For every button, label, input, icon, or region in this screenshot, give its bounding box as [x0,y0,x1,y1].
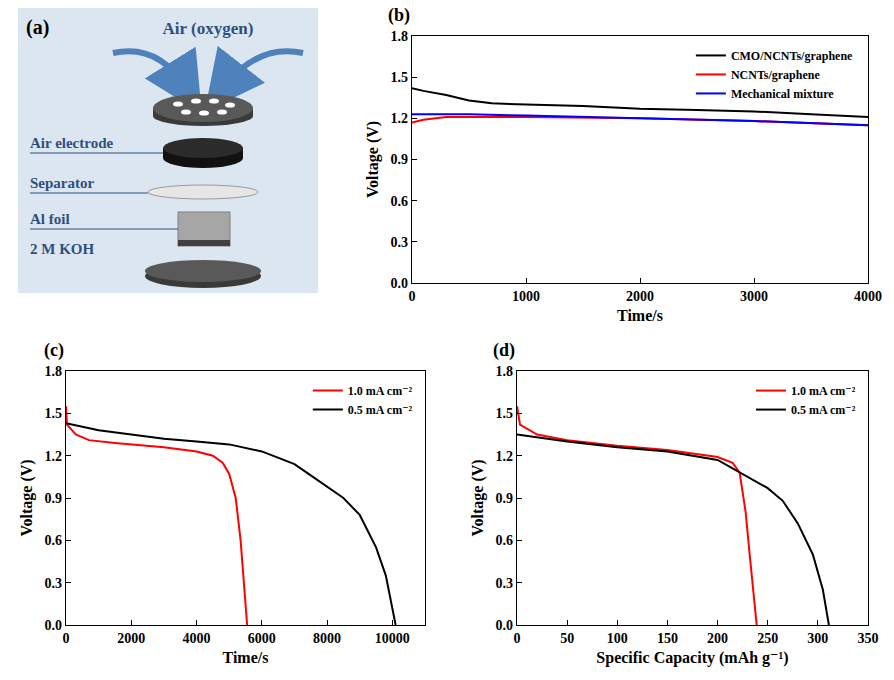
svg-text:(a): (a) [26,16,49,39]
svg-text:0.9: 0.9 [391,152,409,167]
svg-text:1.8: 1.8 [496,364,514,379]
svg-text:(c): (c) [44,340,64,361]
svg-text:4000: 4000 [854,289,882,304]
svg-text:0.3: 0.3 [496,576,514,591]
svg-text:1.2: 1.2 [496,449,514,464]
svg-text:0.6: 0.6 [496,533,514,548]
svg-text:0: 0 [514,631,521,646]
svg-text:100: 100 [607,631,628,646]
svg-text:Time/s: Time/s [223,649,269,666]
svg-text:250: 250 [757,631,778,646]
svg-text:0: 0 [409,289,416,304]
svg-text:200: 200 [707,631,728,646]
svg-text:2000: 2000 [626,289,654,304]
svg-text:1.0 mA cm⁻²: 1.0 mA cm⁻² [791,384,856,398]
svg-text:0.9: 0.9 [496,491,514,506]
svg-text:0: 0 [63,631,70,646]
svg-text:(b): (b) [388,5,410,26]
svg-text:150: 150 [657,631,678,646]
svg-text:4000: 4000 [183,631,211,646]
svg-text:10000: 10000 [375,631,410,646]
svg-text:CMO/NCNTs/graphene: CMO/NCNTs/graphene [731,49,853,63]
svg-text:300: 300 [807,631,828,646]
svg-text:350: 350 [858,631,879,646]
svg-text:0.6: 0.6 [391,194,409,209]
svg-text:0.0: 0.0 [391,276,409,291]
svg-text:1.0 mA cm⁻²: 1.0 mA cm⁻² [348,384,413,398]
svg-text:Voltage (V): Voltage (V) [18,459,36,536]
svg-text:1000: 1000 [512,289,540,304]
svg-text:NCNTs/graphene: NCNTs/graphene [731,68,821,82]
svg-text:50: 50 [560,631,574,646]
svg-text:Specific Capacity (mAh g⁻¹): Specific Capacity (mAh g⁻¹) [596,649,788,667]
svg-text:3000: 3000 [740,289,768,304]
svg-text:1.8: 1.8 [45,364,63,379]
svg-text:(d): (d) [493,340,515,361]
svg-text:Separator: Separator [30,175,94,191]
svg-text:Air (oxygen): Air (oxygen) [163,19,254,38]
svg-text:1.2: 1.2 [391,111,409,126]
svg-text:Voltage (V): Voltage (V) [469,459,487,536]
svg-text:0.5 mA cm⁻²: 0.5 mA cm⁻² [348,403,413,417]
svg-text:1.8: 1.8 [391,29,409,44]
svg-text:2000: 2000 [117,631,145,646]
svg-text:Voltage (V): Voltage (V) [364,121,382,198]
svg-text:0.0: 0.0 [45,618,63,633]
svg-text:0.3: 0.3 [391,235,409,250]
svg-text:Mechanical mixture: Mechanical mixture [731,87,834,101]
svg-text:8000: 8000 [313,631,341,646]
svg-text:0.3: 0.3 [45,576,63,591]
svg-text:1.5: 1.5 [391,70,409,85]
svg-text:0.5 mA cm⁻²: 0.5 mA cm⁻² [791,403,856,417]
svg-text:Al foil: Al foil [30,211,70,227]
svg-text:Air electrode: Air electrode [30,135,114,151]
svg-text:0.0: 0.0 [496,618,514,633]
svg-text:1.2: 1.2 [45,449,63,464]
svg-text:6000: 6000 [248,631,276,646]
svg-text:0.6: 0.6 [45,533,63,548]
svg-text:1.5: 1.5 [496,406,514,421]
svg-text:2 M KOH: 2 M KOH [30,241,94,257]
svg-text:0.9: 0.9 [45,491,63,506]
svg-text:Time/s: Time/s [617,307,663,324]
svg-text:1.5: 1.5 [45,406,63,421]
